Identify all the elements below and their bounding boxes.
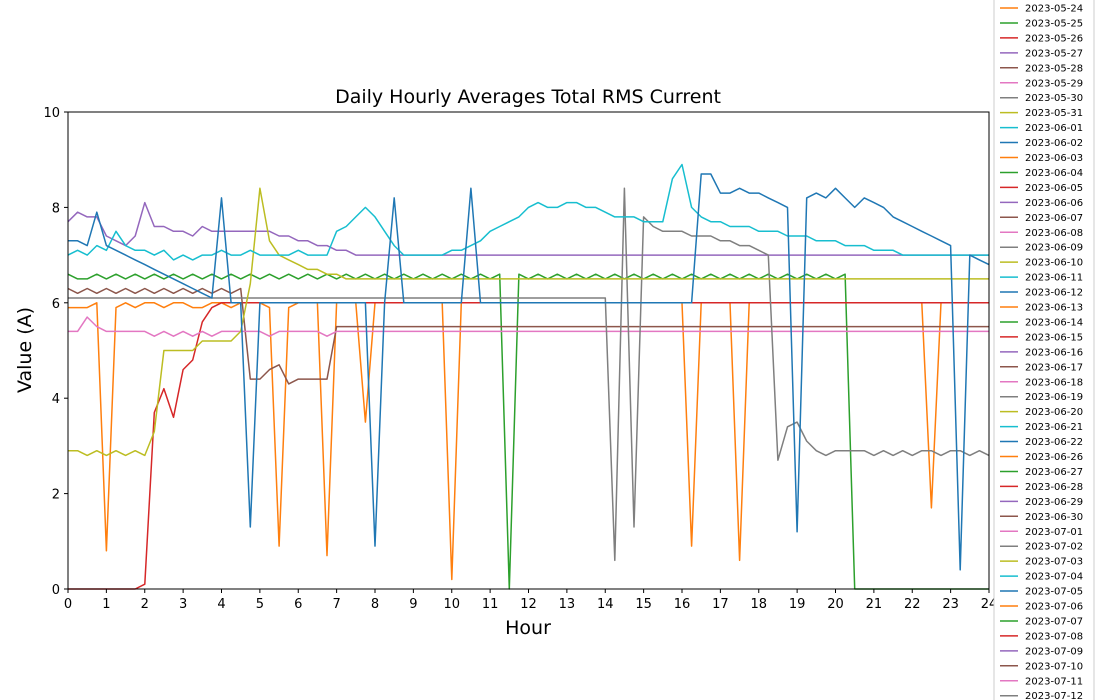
legend-label: 2023-06-09 xyxy=(1025,243,1083,254)
series-line-2023-06-02 xyxy=(68,173,990,571)
x-tick-label: 11 xyxy=(482,597,499,612)
plot-frame xyxy=(67,111,990,590)
legend-label: 2023-06-29 xyxy=(1025,497,1083,508)
x-axis-title: Hour xyxy=(505,617,551,639)
legend-label: 2023-06-13 xyxy=(1025,303,1083,314)
x-tick-label: 3 xyxy=(179,597,187,612)
legend-label: 2023-07-09 xyxy=(1025,646,1083,657)
legend-label: 2023-07-01 xyxy=(1025,527,1083,538)
y-tick-label: 6 xyxy=(52,297,60,312)
series-line-2023-05-31 xyxy=(68,187,989,457)
legend-label: 2023-06-30 xyxy=(1025,512,1083,523)
legend-label: 2023-07-06 xyxy=(1025,602,1083,613)
legend-label: 2023-06-02 xyxy=(1025,138,1083,149)
legend-label: 2023-07-05 xyxy=(1025,587,1083,598)
legend-label: 2023-06-06 xyxy=(1025,198,1083,209)
legend-label: 2023-06-16 xyxy=(1025,347,1083,358)
legend-label: 2023-06-22 xyxy=(1025,437,1083,448)
legend: 2023-05-24 2023-05-25 2023-05-26 2023-05-27… xyxy=(993,0,1095,700)
x-tick-label: 7 xyxy=(332,597,340,612)
series-line-2023-05-30 xyxy=(68,187,990,562)
legend-label: 2023-06-17 xyxy=(1025,362,1083,373)
legend-label: 2023-06-20 xyxy=(1025,407,1083,418)
x-tick-label: 8 xyxy=(371,597,379,612)
legend-label: 2023-06-12 xyxy=(1025,288,1083,299)
legend-label: 2023-07-10 xyxy=(1025,661,1083,672)
series-line-2023-05-27 xyxy=(67,201,989,256)
legend-label: 2023-06-14 xyxy=(1025,317,1083,328)
legend-label: 2023-06-10 xyxy=(1025,258,1083,269)
legend-label: 2023-06-26 xyxy=(1025,452,1083,463)
legend-label: 2023-05-24 xyxy=(1025,4,1083,15)
legend-label: 2023-06-27 xyxy=(1025,467,1083,478)
legend-label: 2023-05-31 xyxy=(1025,108,1083,119)
legend-label: 2023-07-08 xyxy=(1025,631,1083,642)
x-tick-label: 18 xyxy=(750,597,767,612)
legend-label: 2023-05-26 xyxy=(1025,33,1083,44)
legend-label: 2023-07-07 xyxy=(1025,616,1083,627)
legend-label: 2023-07-03 xyxy=(1025,557,1083,568)
legend-label: 2023-07-02 xyxy=(1025,542,1083,553)
x-tick-label: 20 xyxy=(827,597,844,612)
x-tick-label: 6 xyxy=(294,597,302,612)
x-tick-label: 17 xyxy=(712,597,729,612)
legend-label: 2023-07-12 xyxy=(1025,691,1083,700)
legend-label: 2023-06-18 xyxy=(1025,377,1083,388)
y-tick-label: 4 xyxy=(52,392,60,407)
y-tick-label: 2 xyxy=(52,488,60,503)
legend-label: 2023-05-28 xyxy=(1025,63,1083,74)
y-axis-title: Value (A) xyxy=(14,307,36,393)
series-line-2023-05-28 xyxy=(67,287,989,385)
x-tick-label: 24 xyxy=(981,597,998,612)
legend-label: 2023-05-29 xyxy=(1025,78,1083,89)
legend-label: 2023-07-11 xyxy=(1025,676,1083,687)
x-axis: 0 1 2 3 4 5 6 7 8 9 10 11 12 13 14 15 16 17 18 19 20 21 22 23 24 xyxy=(64,589,997,612)
legend-label: 2023-05-30 xyxy=(1025,93,1083,104)
x-tick-label: 10 xyxy=(443,597,460,612)
legend-label: 2023-06-19 xyxy=(1025,392,1083,403)
x-tick-label: 4 xyxy=(217,597,225,612)
y-tick-label: 10 xyxy=(43,106,60,121)
y-tick-label: 0 xyxy=(52,583,60,598)
x-tick-label: 15 xyxy=(635,597,652,612)
legend-label: 2023-05-25 xyxy=(1025,18,1083,29)
legend-label: 2023-06-03 xyxy=(1025,153,1083,164)
x-tick-label: 13 xyxy=(559,597,576,612)
x-tick-label: 0 xyxy=(64,597,72,612)
legend-label: 2023-06-08 xyxy=(1025,228,1083,239)
x-tick-label: 19 xyxy=(789,597,806,612)
legend-label: 2023-06-15 xyxy=(1025,332,1083,343)
legend-label: 2023-06-05 xyxy=(1025,183,1083,194)
series-line-2023-05-25 xyxy=(67,273,989,590)
y-axis: 0 2 4 6 8 10 xyxy=(43,106,68,598)
legend-label: 2023-06-21 xyxy=(1025,422,1083,433)
series-line-2023-05-29 xyxy=(68,316,989,337)
legend-label: 2023-06-28 xyxy=(1025,482,1083,493)
legend-box xyxy=(993,0,1095,700)
legend-label: 2023-05-27 xyxy=(1025,48,1083,59)
x-tick-label: 22 xyxy=(904,597,921,612)
x-tick-label: 16 xyxy=(674,597,691,612)
y-tick-label: 8 xyxy=(52,201,60,216)
series-layer xyxy=(67,163,990,590)
series-line-2023-06-01 xyxy=(67,163,989,261)
x-tick-label: 1 xyxy=(102,597,110,612)
x-tick-label: 2 xyxy=(141,597,149,612)
x-tick-label: 21 xyxy=(866,597,883,612)
legend-label: 2023-06-01 xyxy=(1025,123,1083,134)
chart-title: Daily Hourly Averages Total RMS Current xyxy=(335,86,721,108)
x-tick-label: 9 xyxy=(409,597,417,612)
x-tick-label: 12 xyxy=(520,597,537,612)
x-tick-label: 14 xyxy=(597,597,614,612)
legend-label: 2023-06-07 xyxy=(1025,213,1083,224)
legend-label: 2023-06-04 xyxy=(1025,168,1083,179)
x-tick-label: 5 xyxy=(256,597,264,612)
legend-label: 2023-07-04 xyxy=(1025,572,1083,583)
legend-label: 2023-06-11 xyxy=(1025,273,1083,284)
x-tick-label: 23 xyxy=(942,597,959,612)
